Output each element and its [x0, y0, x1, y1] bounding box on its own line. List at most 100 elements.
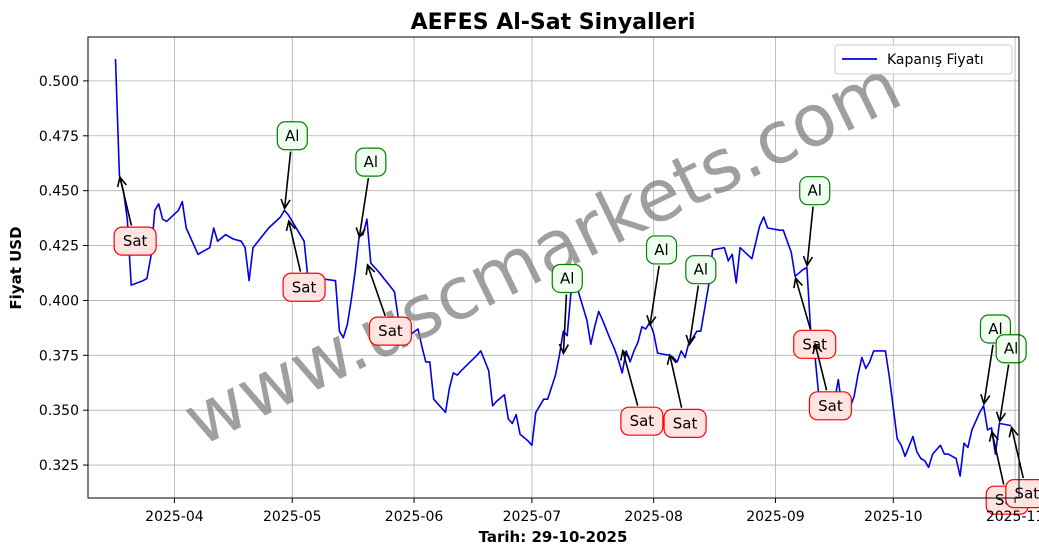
signal-arrow-head [355, 227, 366, 239]
signal-label: Al [654, 241, 668, 259]
signal-arrow-head [365, 263, 376, 276]
y-tick-label: 0.500 [39, 74, 79, 90]
signal-arrow-head [980, 393, 991, 406]
x-tick-label: 2025-04 [145, 509, 204, 525]
signal-arrow [991, 431, 1005, 485]
signal-annotations: SatAlSatAlSatAlSatAlSatAlSatAlSatAlSatAl… [113, 121, 1039, 515]
signal-arrow [669, 354, 683, 408]
signal-label: Sat [292, 278, 317, 296]
y-tick-label: 0.375 [39, 348, 79, 364]
signal-label: Al [988, 320, 1002, 338]
signal-box [663, 408, 707, 438]
signal-box [645, 235, 678, 265]
signal-arrow-head [619, 348, 631, 361]
signal-box [113, 226, 157, 256]
x-tick-label: 2025-05 [263, 509, 322, 525]
signal-box [799, 176, 831, 206]
signal-box [282, 272, 326, 302]
signal-box [368, 316, 413, 346]
signal-label: Sat [818, 397, 843, 415]
y-tick-label: 0.350 [39, 403, 79, 419]
signal-arrow-head [685, 334, 696, 347]
y-tick-label: 0.325 [39, 458, 79, 474]
sell-signal: Sat [113, 175, 157, 256]
signal-arrow [649, 265, 660, 325]
sell-signal: Sat [808, 342, 853, 421]
y-tick-label: 0.425 [39, 239, 79, 255]
x-tick-label: 2025-11 [986, 509, 1039, 525]
signal-arrow-head [1008, 425, 1019, 438]
signal-arrow-head [666, 353, 677, 366]
signal-label: Al [285, 127, 299, 145]
signal-arrow-head [116, 175, 127, 188]
series-line [114, 58, 1012, 477]
buy-signal: Al [355, 147, 387, 239]
buy-signal: Al [276, 121, 308, 211]
signal-arrow-head [280, 198, 291, 211]
signal-arrow-head [988, 430, 999, 442]
plot-frame [87, 36, 1020, 499]
buy-signal: Al [645, 235, 678, 327]
x-tick-label: 2025-10 [864, 509, 923, 525]
signal-arrow [119, 177, 133, 226]
signal-box [685, 255, 717, 285]
signal-label: Sat [673, 414, 698, 432]
signal-arrow [366, 264, 386, 317]
price-series [114, 58, 1012, 477]
signal-box [551, 263, 583, 294]
signal-box [620, 406, 664, 436]
signal-box [808, 391, 853, 421]
x-tick-label: 2025-08 [624, 509, 683, 525]
legend: Kapanış Fiyatı [834, 44, 1013, 75]
signal-arrow [283, 151, 292, 209]
signal-label: Sat [378, 322, 403, 340]
chart-title: AEFES Al-Sat Sinyalleri [411, 10, 696, 35]
sell-signal: Sat [365, 263, 413, 346]
signal-arrow [621, 350, 639, 406]
x-tick-label: 2025-07 [503, 509, 562, 525]
buy-signal: Al [551, 263, 583, 356]
signal-arrow-head [793, 276, 804, 289]
signal-label: Sat [1015, 485, 1039, 503]
signal-arrow-head [646, 314, 657, 327]
signal-label: Al [364, 153, 378, 171]
signal-label: Sat [630, 412, 655, 430]
signal-arrow [983, 344, 994, 404]
signal-arrow [562, 294, 568, 354]
signal-label: Al [808, 182, 822, 200]
grid [88, 37, 1019, 498]
sell-signal: Sat [1005, 425, 1039, 509]
signal-arrow [358, 177, 370, 238]
signal-arrow-head [812, 342, 823, 355]
signal-label: Sat [123, 232, 148, 250]
sell-signal: Sat [663, 353, 707, 438]
signal-box [355, 147, 387, 177]
legend-label: Kapanış Fiyatı [887, 52, 984, 68]
signal-arrow [998, 364, 1010, 422]
buy-signal: Al [685, 255, 717, 347]
sell-signal: Sat [619, 348, 664, 436]
sell-signal: Sat [282, 219, 326, 302]
signal-box [1005, 479, 1039, 509]
signal-arrow [688, 285, 700, 345]
x-tick-label: 2025-09 [746, 509, 805, 525]
signal-arrow-head [285, 219, 296, 232]
signal-arrow-head [995, 411, 1007, 424]
axes: 2025-04 2025-05 2025-06 2025-07 2025-08 2025-… [39, 36, 1039, 525]
signal-label: Al [1004, 340, 1018, 358]
legend-box [834, 44, 1013, 75]
buy-signal: Al [799, 176, 831, 268]
x-tick-label: 2025-06 [385, 509, 444, 525]
signal-arrow [814, 343, 828, 391]
signal-label: Al [560, 269, 574, 287]
signal-arrow [1010, 427, 1025, 479]
signal-arrow [288, 220, 302, 272]
y-tick-label: 0.475 [39, 129, 79, 145]
signal-box [276, 121, 308, 151]
signal-arrow [794, 277, 812, 330]
y-tick-label: 0.400 [39, 293, 79, 309]
y-axis-label: Fiyat USD [7, 226, 25, 309]
signal-arrow [806, 206, 814, 266]
